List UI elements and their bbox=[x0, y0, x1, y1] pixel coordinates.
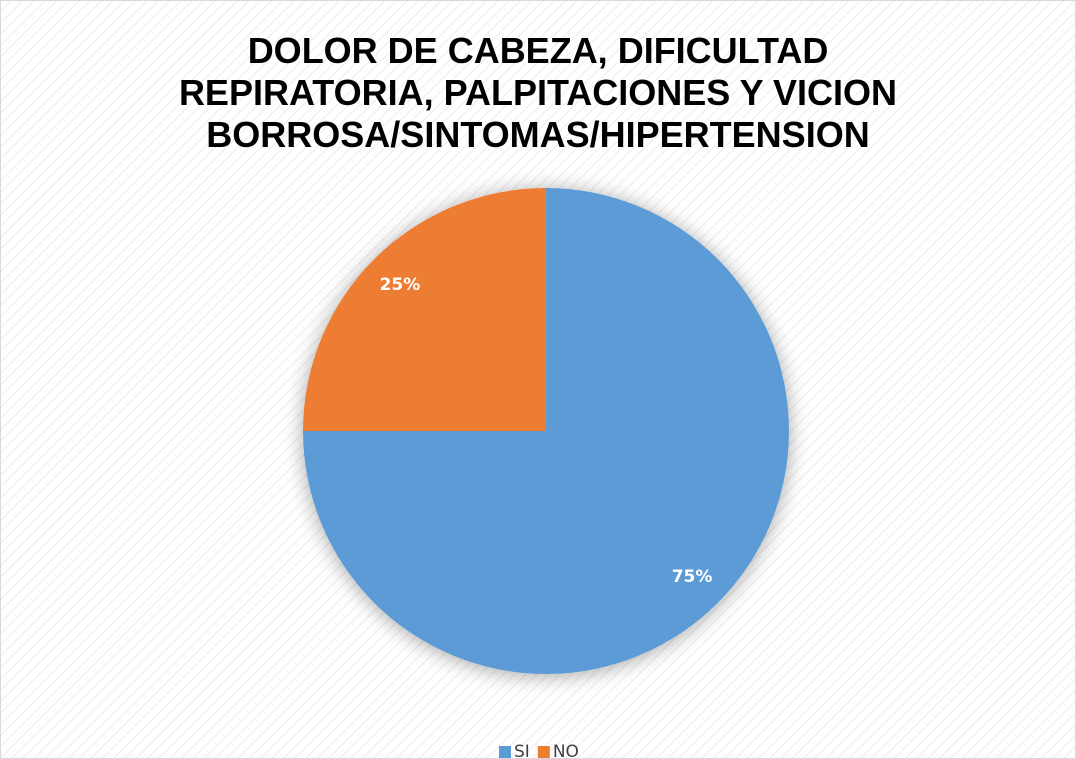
pie bbox=[303, 188, 789, 674]
data-label: 75% bbox=[672, 567, 713, 587]
legend-label: SI bbox=[514, 742, 530, 759]
legend-swatch bbox=[499, 746, 511, 758]
legend-swatch bbox=[537, 746, 550, 758]
legend-label: NO bbox=[553, 742, 579, 759]
chart-title: DOLOR DE CABEZA, DIFICULTAD REPIRATORIA,… bbox=[178, 30, 898, 155]
data-label: 25% bbox=[380, 275, 421, 295]
pie-slice bbox=[303, 188, 546, 431]
data-labels: 75% 25% bbox=[380, 275, 713, 587]
legend: SI NO bbox=[499, 742, 579, 759]
